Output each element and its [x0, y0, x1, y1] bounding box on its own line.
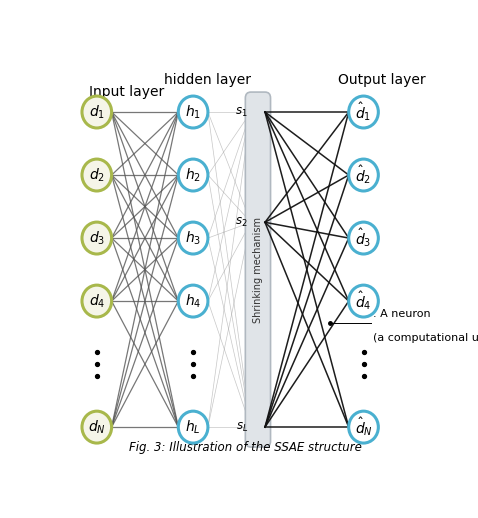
Text: $d_2$: $d_2$ — [89, 166, 105, 184]
Text: $d_1$: $d_1$ — [89, 103, 105, 121]
Text: (a computational unit): (a computational unit) — [373, 333, 478, 343]
Text: $\hat{d}_2$: $\hat{d}_2$ — [356, 164, 371, 186]
Circle shape — [348, 159, 378, 191]
Text: $h_4$: $h_4$ — [185, 292, 201, 310]
Circle shape — [178, 222, 208, 254]
FancyBboxPatch shape — [245, 92, 271, 447]
Circle shape — [82, 222, 111, 254]
Circle shape — [348, 285, 378, 317]
Text: $\hat{d}_N$: $\hat{d}_N$ — [355, 416, 372, 438]
Text: Output layer: Output layer — [338, 73, 426, 87]
Text: Shrinking mechanism: Shrinking mechanism — [253, 217, 263, 323]
Text: hidden layer: hidden layer — [164, 73, 251, 87]
Text: $d_3$: $d_3$ — [89, 229, 105, 247]
Text: $h_1$: $h_1$ — [185, 103, 201, 121]
Text: $h_3$: $h_3$ — [185, 229, 201, 247]
Circle shape — [178, 411, 208, 443]
Circle shape — [82, 96, 111, 128]
Circle shape — [178, 285, 208, 317]
Text: $s_2$: $s_2$ — [235, 216, 248, 229]
Text: $h_L$: $h_L$ — [185, 419, 201, 436]
Text: $s_1$: $s_1$ — [235, 106, 248, 119]
Circle shape — [348, 222, 378, 254]
Circle shape — [348, 96, 378, 128]
Text: . A neuron: . A neuron — [373, 309, 430, 319]
Text: Fig. 3: Illustration of the SSAE structure: Fig. 3: Illustration of the SSAE structu… — [129, 441, 361, 454]
Circle shape — [82, 285, 111, 317]
Circle shape — [178, 96, 208, 128]
Text: $\hat{d}_4$: $\hat{d}_4$ — [355, 290, 372, 312]
Text: Input layer: Input layer — [89, 85, 164, 99]
Circle shape — [348, 411, 378, 443]
Text: $d_4$: $d_4$ — [88, 292, 105, 310]
Text: $d_N$: $d_N$ — [88, 419, 106, 436]
Circle shape — [82, 411, 111, 443]
Circle shape — [82, 159, 111, 191]
Circle shape — [178, 159, 208, 191]
Text: $h_2$: $h_2$ — [185, 166, 201, 184]
Text: $\hat{d}_3$: $\hat{d}_3$ — [355, 227, 372, 249]
Text: $s_L$: $s_L$ — [236, 421, 248, 434]
Text: $\hat{d}_1$: $\hat{d}_1$ — [356, 100, 371, 123]
